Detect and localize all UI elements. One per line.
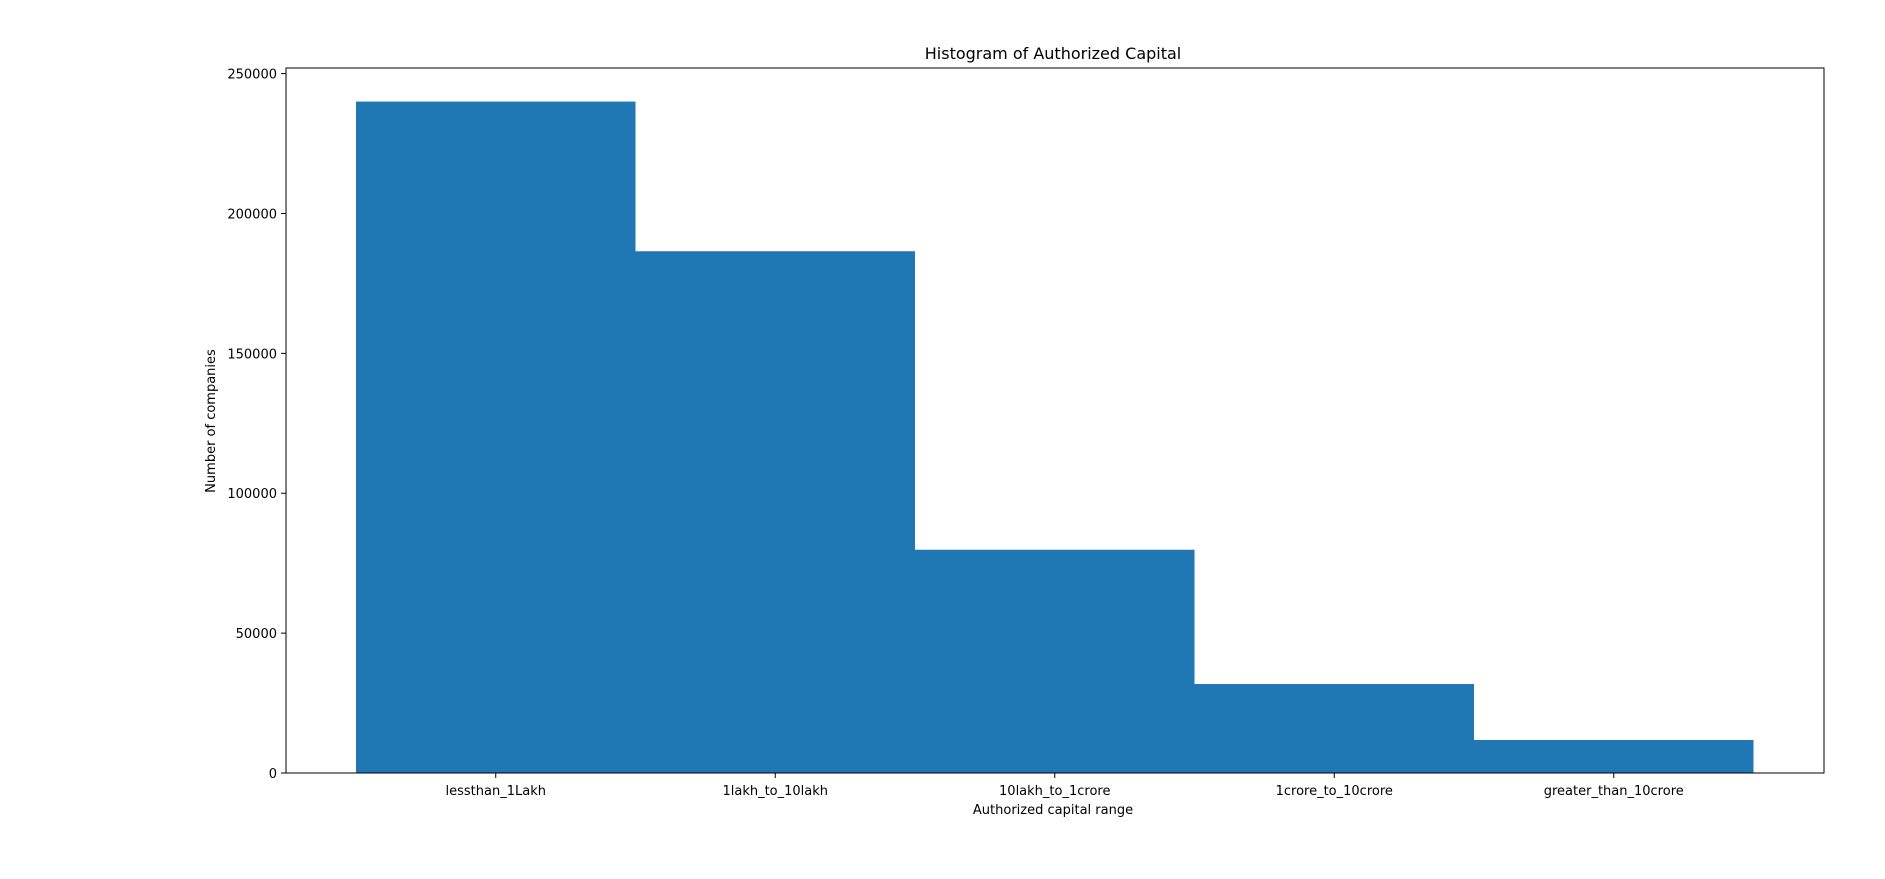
x-tick-label: 10lakh_to_1crore [999,784,1110,799]
x-tick-label: 1lakh_to_10lakh [722,784,828,799]
bar-3 [1194,684,1474,773]
y-tick-label: 200000 [227,207,277,222]
bars-group [356,101,1754,774]
y-axis-ticks: 0 50000 100000 150000 200000 250000 [227,68,286,782]
y-tick-label: 250000 [227,68,277,83]
chart-title: Histogram of Authorized Capital [925,44,1182,63]
y-axis-label: Number of companies [204,349,219,493]
x-tick-label: greater_than_10crore [1544,784,1684,799]
bar-4 [1474,739,1754,773]
y-tick-label: 50000 [236,627,277,642]
bar-2 [915,549,1195,773]
y-tick-label: 0 [269,767,277,782]
y-tick-label: 150000 [227,347,277,362]
y-tick-label: 100000 [227,487,277,502]
bar-1 [635,251,915,774]
x-axis-ticks: lessthan_1Lakh 1lakh_to_10lakh 10lakh_to_1… [446,773,1684,799]
bar-0 [356,101,636,774]
x-tick-label: 1crore_to_10crore [1276,784,1393,799]
x-axis-label: Authorized capital range [973,803,1133,818]
x-tick-label: lessthan_1Lakh [446,784,546,799]
